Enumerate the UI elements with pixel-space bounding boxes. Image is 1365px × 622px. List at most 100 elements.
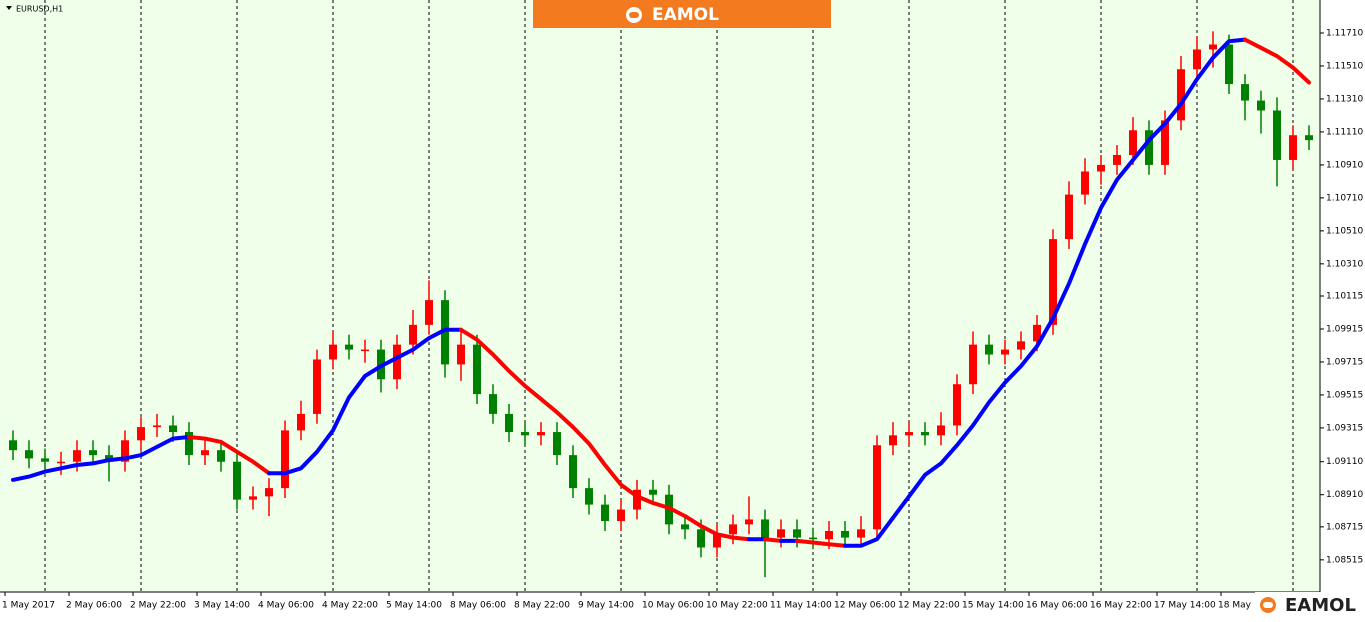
x-tick-label: 4 May 22:00 bbox=[322, 601, 378, 611]
candle-body bbox=[121, 440, 129, 462]
candle-body bbox=[89, 450, 97, 456]
symbol-label: EURUSD,H1 bbox=[16, 5, 63, 14]
candle-body bbox=[1257, 100, 1265, 111]
y-tick-label: 1.11510 bbox=[1326, 61, 1363, 71]
candle-body bbox=[457, 344, 465, 365]
y-tick-label: 1.10910 bbox=[1326, 160, 1363, 170]
candle-body bbox=[425, 300, 433, 325]
candle-body bbox=[1081, 171, 1089, 195]
candle-body bbox=[521, 432, 529, 436]
candle-body bbox=[489, 394, 497, 414]
candle-body bbox=[713, 534, 721, 548]
candle-body bbox=[73, 450, 81, 462]
x-tick-label: 2 May 22:00 bbox=[130, 601, 186, 611]
moving-average bbox=[11, 435, 191, 482]
candle-body bbox=[1097, 164, 1105, 172]
y-tick-label: 1.08715 bbox=[1326, 522, 1363, 532]
moving-average bbox=[1243, 37, 1311, 85]
candle-body bbox=[697, 529, 705, 548]
x-tick-label: 8 May 22:00 bbox=[514, 601, 570, 611]
candle-body bbox=[745, 519, 753, 525]
brand-icon-inner bbox=[629, 12, 639, 18]
candle-body bbox=[265, 488, 273, 497]
axis-layer: 1.08515 1.08715 1.08910 1.09110 1.09315 1.095… bbox=[2, 28, 1363, 610]
y-tick-label: 1.09715 bbox=[1326, 357, 1363, 367]
x-tick-label: 10 May 22:00 bbox=[706, 601, 768, 611]
candle-body bbox=[1209, 44, 1217, 50]
candle-body bbox=[281, 430, 289, 489]
candle-body bbox=[1129, 130, 1137, 156]
y-tick-label: 1.09110 bbox=[1326, 457, 1363, 467]
x-tick-label: 8 May 06:00 bbox=[450, 601, 506, 611]
y-tick-label: 1.09915 bbox=[1326, 324, 1363, 334]
brand-banner-bg bbox=[533, 0, 831, 28]
candle-body bbox=[329, 344, 337, 360]
candle-body bbox=[41, 458, 49, 462]
candle-body bbox=[681, 524, 689, 530]
x-tick-label: 3 May 14:00 bbox=[194, 601, 250, 611]
candle-body bbox=[185, 432, 193, 456]
x-tick-label: 1 May 2017 bbox=[2, 601, 55, 611]
candle-body bbox=[1017, 341, 1025, 350]
moving-average bbox=[763, 537, 783, 543]
brand-corner-icon-inner bbox=[1263, 602, 1273, 608]
candle-body bbox=[361, 349, 369, 352]
candle-body bbox=[217, 450, 225, 462]
candle-body bbox=[537, 432, 545, 436]
candle-body bbox=[297, 413, 305, 431]
candle-body bbox=[169, 425, 177, 433]
candle-body bbox=[857, 529, 865, 538]
candle-body bbox=[1193, 49, 1201, 70]
candle-body bbox=[249, 496, 257, 500]
moving-average bbox=[795, 538, 847, 548]
candle-body bbox=[841, 530, 849, 538]
y-tick-label: 1.10115 bbox=[1326, 292, 1363, 302]
candle-body bbox=[809, 537, 817, 540]
candle-body bbox=[57, 461, 65, 464]
y-tick-label: 1.08910 bbox=[1326, 490, 1363, 500]
y-tick-label: 1.09315 bbox=[1326, 423, 1363, 433]
candle-body bbox=[889, 435, 897, 446]
candle-body bbox=[793, 529, 801, 538]
candle-body bbox=[553, 432, 561, 456]
brand-text: EAMOL bbox=[652, 5, 719, 25]
x-tick-label: 2 May 06:00 bbox=[66, 601, 122, 611]
candle-body bbox=[905, 432, 913, 436]
moving-average bbox=[187, 435, 271, 476]
symbol-dropdown-icon[interactable] bbox=[6, 6, 12, 10]
candle-body bbox=[201, 450, 209, 456]
y-tick-label: 1.11710 bbox=[1326, 28, 1363, 38]
brand-corner: EAMOL bbox=[1255, 592, 1365, 618]
moving-average-layer bbox=[11, 37, 1311, 548]
y-tick-label: 1.11310 bbox=[1326, 94, 1363, 104]
x-tick-label: 18 May bbox=[1218, 601, 1252, 611]
candle-body bbox=[873, 445, 881, 530]
candle-body bbox=[1033, 324, 1041, 342]
brand-banner: EAMOL bbox=[533, 0, 831, 28]
candle-body bbox=[393, 344, 401, 380]
candle-body bbox=[969, 344, 977, 385]
candle-body bbox=[601, 504, 609, 522]
y-tick-label: 1.10710 bbox=[1326, 193, 1363, 203]
candle-body bbox=[505, 413, 513, 433]
candle-body bbox=[1177, 69, 1185, 121]
x-tick-label: 12 May 06:00 bbox=[834, 601, 896, 611]
y-tick-label: 1.08515 bbox=[1326, 555, 1363, 565]
brand-corner-text: EAMOL bbox=[1285, 595, 1356, 616]
moving-average bbox=[459, 327, 751, 542]
candle-body bbox=[729, 524, 737, 535]
x-tick-label: 9 May 14:00 bbox=[578, 601, 634, 611]
candle-body bbox=[1145, 130, 1153, 165]
candle-body bbox=[345, 344, 353, 350]
candle-body bbox=[409, 324, 417, 345]
x-tick-label: 11 May 14:00 bbox=[770, 601, 832, 611]
y-tick-label: 1.10310 bbox=[1326, 259, 1363, 269]
candle-body bbox=[953, 384, 961, 426]
candle-body bbox=[1065, 194, 1073, 240]
plot-background bbox=[0, 0, 1320, 592]
x-tick-label: 5 May 14:00 bbox=[386, 601, 442, 611]
candle-body bbox=[233, 461, 241, 500]
candle-body bbox=[633, 489, 641, 510]
candle-body bbox=[649, 489, 657, 495]
candle-body bbox=[1225, 44, 1233, 85]
